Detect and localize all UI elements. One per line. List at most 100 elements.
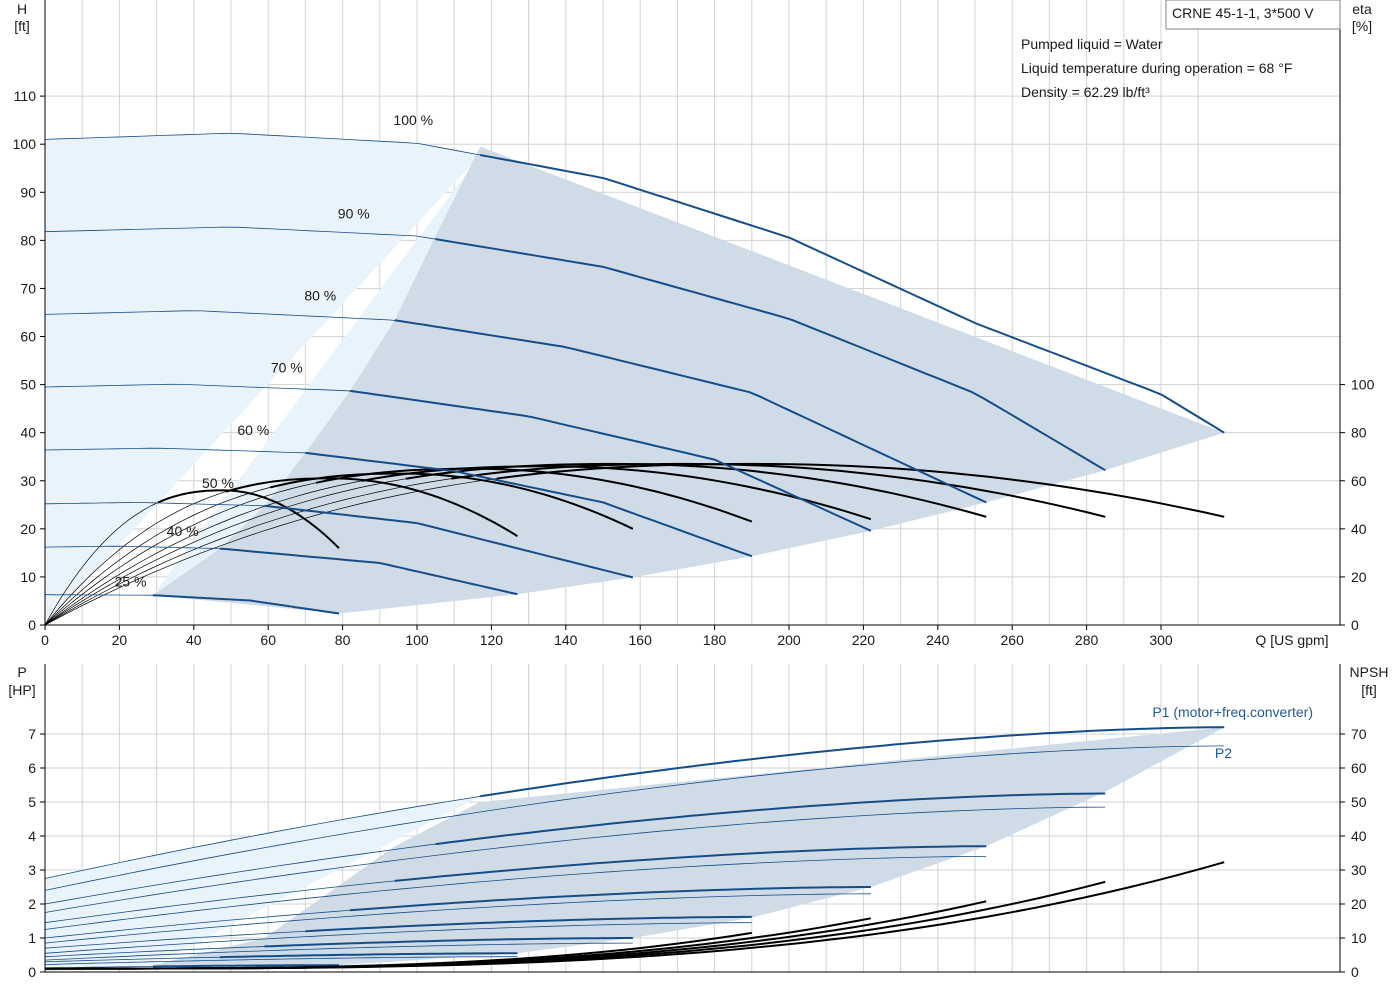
power-outer-region xyxy=(45,796,481,972)
head-ytick-label: 110 xyxy=(14,88,37,104)
temperature-label: Liquid temperature during operation = 68… xyxy=(1021,60,1292,76)
power-ytick-label: 6 xyxy=(28,760,36,776)
npsh-curve xyxy=(45,931,752,970)
power-axis-label: P xyxy=(17,664,26,680)
speed-label-80: 80 % xyxy=(304,287,336,303)
head-ytick-label: 80 xyxy=(20,232,36,248)
head-ytick-label: 0 xyxy=(28,617,36,633)
head-curve-80-operating xyxy=(394,319,987,504)
head-curve-50-operating xyxy=(264,504,634,579)
speed-label-60: 60 % xyxy=(237,422,269,438)
npsh-axis-unit: [ft] xyxy=(1361,682,1377,698)
power-ytick-label: 7 xyxy=(28,726,36,742)
head-xtick-label: 220 xyxy=(852,632,876,648)
eta-ytick-label: 60 xyxy=(1351,473,1367,489)
head-xtick-label: 280 xyxy=(1075,632,1099,648)
speed-label-40: 40 % xyxy=(167,523,199,539)
eta-ytick-label: 100 xyxy=(1351,377,1375,393)
npsh-ytick-label: 40 xyxy=(1351,828,1367,844)
eta-axis-unit: [%] xyxy=(1352,18,1372,34)
power-ytick-label: 3 xyxy=(28,862,36,878)
head-xtick-label: 160 xyxy=(629,632,653,648)
head-ytick-label: 70 xyxy=(20,280,36,296)
npsh-ytick-label: 30 xyxy=(1351,862,1367,878)
speed-label-70: 70 % xyxy=(271,360,303,376)
power-curve-thin xyxy=(44,806,1106,913)
head-curve-90-operating xyxy=(435,238,1106,472)
head-xtick-label: 40 xyxy=(186,632,202,648)
liquid-label: Pumped liquid = Water xyxy=(1021,36,1163,52)
head-ytick-label: 30 xyxy=(20,473,36,489)
power-curve-thin xyxy=(44,856,987,930)
power-curve-operating xyxy=(435,792,1106,846)
npsh-axis-label: NPSH xyxy=(1350,664,1389,680)
model-label: CRNE 45-1-1, 3*500 V xyxy=(1172,5,1314,21)
npsh-ytick-label: 70 xyxy=(1351,726,1367,742)
speed-label-50: 50 % xyxy=(202,475,234,491)
p2-label: P2 xyxy=(1215,745,1232,761)
head-xtick-label: 180 xyxy=(703,632,727,648)
speed-label-90: 90 % xyxy=(338,206,370,222)
eta-ytick-label: 20 xyxy=(1351,569,1367,585)
npsh-ytick-label: 60 xyxy=(1351,760,1367,776)
info-box: CRNE 45-1-1, 3*500 V Pumped liquid = Wat… xyxy=(1021,0,1341,100)
power-curve-thin xyxy=(44,745,1225,891)
head-xtick-label: 300 xyxy=(1149,632,1173,648)
power-curve-thin xyxy=(44,893,871,944)
power-ytick-label: 5 xyxy=(28,794,36,810)
npsh-ytick-label: 20 xyxy=(1351,896,1367,912)
head-curve-60-operating xyxy=(305,451,753,558)
npsh-ytick-label: 50 xyxy=(1351,794,1367,810)
efficiency-curve-operating xyxy=(270,472,634,530)
power-ytick-label: 0 xyxy=(28,964,36,980)
head-panel: 100 % 90 % 80 % 70 % 60 % 50 % 40 % 25 % 0 10 20 30… xyxy=(13,0,1375,648)
power-ytick-label: 1 xyxy=(28,930,36,946)
head-curve-100-operating xyxy=(480,154,1225,434)
head-xtick-label: 240 xyxy=(926,632,950,648)
x-axis-label: Q [US gpm] xyxy=(1255,632,1328,648)
eta-ytick-label: 80 xyxy=(1351,425,1367,441)
head-operating-region xyxy=(152,146,1225,614)
npsh-ytick-label: 10 xyxy=(1351,930,1367,946)
head-outer-region xyxy=(45,133,481,626)
head-xtick-label: 260 xyxy=(1001,632,1025,648)
head-ytick-label: 50 xyxy=(20,377,36,393)
head-axis-unit: [ft] xyxy=(14,18,30,34)
power-curve-operating xyxy=(349,886,871,912)
head-xtick-label: 80 xyxy=(335,632,351,648)
head-xtick-label: 60 xyxy=(260,632,276,648)
density-label: Density = 62.29 lb/ft³ xyxy=(1021,84,1150,100)
speed-label-100: 100 % xyxy=(393,112,433,128)
power-curve-operating xyxy=(480,726,1225,798)
head-curve-70-operating xyxy=(349,389,872,532)
head-ytick-label: 20 xyxy=(20,521,36,537)
head-ytick-label: 60 xyxy=(20,329,36,345)
p1-label: P1 (motor+freq.converter) xyxy=(1152,704,1313,720)
head-ytick-label: 10 xyxy=(20,569,36,585)
eta-axis-label: eta xyxy=(1352,1,1372,17)
head-xtick-label: 200 xyxy=(777,632,801,648)
head-xtick-label: 100 xyxy=(405,632,429,648)
head-axis-label: H xyxy=(17,1,27,17)
model-box xyxy=(1165,0,1341,30)
npsh-ytick-label: 0 xyxy=(1351,964,1359,980)
efficiency-curve-operating xyxy=(225,477,518,537)
eta-ytick-label: 40 xyxy=(1351,521,1367,537)
power-curve-thin xyxy=(44,956,518,965)
eta-ytick-label: 0 xyxy=(1351,617,1359,633)
head-xtick-label: 0 xyxy=(41,632,49,648)
power-curve-thin xyxy=(44,922,752,954)
power-curve-operating xyxy=(219,952,518,959)
power-curve-operating xyxy=(394,845,987,882)
speed-label-25: 25 % xyxy=(115,574,147,590)
efficiency-curve-operating xyxy=(315,467,753,523)
head-ytick-label: 100 xyxy=(13,136,37,152)
head-curve-40-operating xyxy=(219,547,518,596)
head-xtick-label: 20 xyxy=(112,632,128,648)
head-ytick-label: 90 xyxy=(20,184,36,200)
head-ytick-label: 40 xyxy=(20,425,36,441)
power-curve-thin xyxy=(44,942,633,961)
head-xtick-label: 140 xyxy=(554,632,578,648)
